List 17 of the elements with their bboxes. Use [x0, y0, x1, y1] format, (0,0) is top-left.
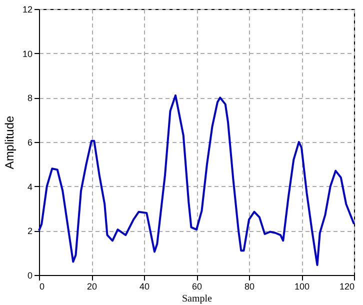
x-axis-title: Sample [182, 294, 213, 304]
x-tick-label: 100 [294, 282, 310, 292]
y-tick-label: 10 [22, 48, 32, 59]
y-tick-label: 0 [27, 270, 32, 280]
x-tick-label: 120 [339, 282, 354, 292]
x-tick-label: 20 [86, 282, 98, 292]
y-tick-label: 8 [27, 93, 32, 104]
y-tick-label: 6 [27, 138, 32, 148]
y-tick-label: 4 [27, 182, 32, 192]
x-tick-label: 80 [244, 282, 255, 292]
y-tick-label: 12 [22, 4, 32, 14]
x-tick-label: 60 [192, 282, 202, 292]
y-tick-label: 2 [27, 226, 32, 236]
x-tick-label: 40 [139, 282, 150, 292]
x-tick-label: 0 [40, 282, 45, 292]
line-series [38, 94, 355, 266]
y-axis-title: Amplitude [2, 116, 16, 170]
